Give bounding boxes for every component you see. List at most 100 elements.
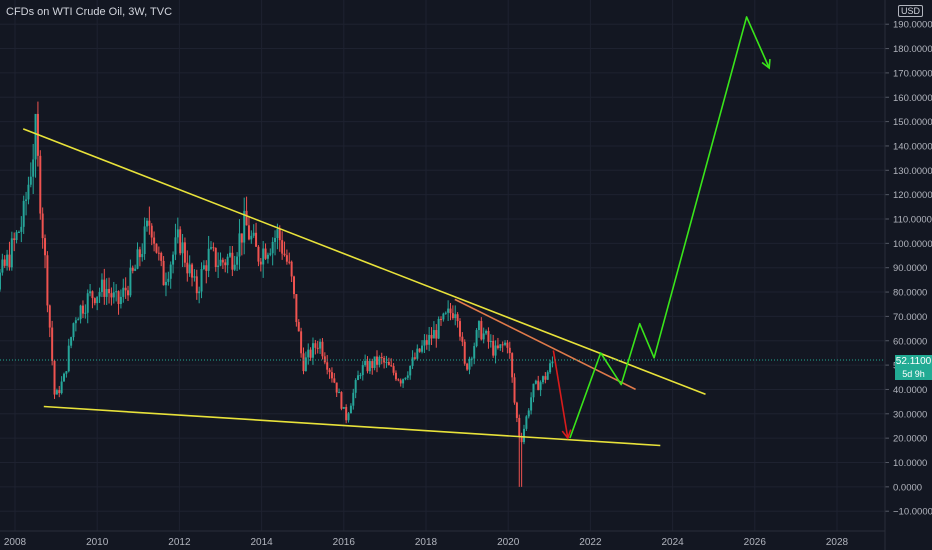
candle-body [247, 225, 250, 240]
candle-body [406, 375, 409, 378]
candle-body [501, 344, 504, 346]
x-tick-label: 2020 [497, 537, 520, 548]
y-tick-label: 190.0000 [893, 20, 932, 31]
candle-body [418, 348, 421, 352]
candle-body [143, 226, 146, 255]
candle-body [432, 330, 435, 339]
candle-body [70, 337, 73, 346]
candle-body [487, 330, 490, 342]
candle-body [546, 372, 549, 380]
candle-body [295, 294, 298, 323]
candle-body [285, 255, 288, 262]
candle-body [207, 248, 210, 271]
candle-body [119, 296, 122, 305]
x-tick-label: 2010 [86, 537, 109, 548]
candle-body [136, 249, 139, 269]
y-tick-label: 140.0000 [893, 141, 932, 152]
time-axis[interactable]: 2008 2010 2012 2014 2016 2018 2020 2022 2024 2026… [0, 530, 885, 548]
candle-body [411, 357, 414, 366]
candle-body [108, 288, 111, 294]
y-tick-label: 100.0000 [893, 239, 932, 250]
candle-body [264, 248, 267, 259]
candle-body [105, 288, 108, 297]
green-projection-arrowhead-icon [761, 58, 771, 70]
candle-body [86, 293, 89, 313]
candle-body [176, 229, 179, 238]
y-tick-label: 30.0000 [893, 409, 927, 420]
candle-body [96, 296, 99, 304]
candle-body [549, 363, 552, 373]
candle-body [257, 246, 260, 262]
price-axis[interactable]: −10.0000 0.0000 10.0000 20.0000 30.0000 40.00… [884, 0, 932, 550]
candle-body [506, 342, 509, 348]
candle-body [366, 360, 369, 372]
candle-body [238, 233, 241, 257]
candle-body [520, 436, 523, 443]
candle-body [387, 361, 390, 366]
candle-body [278, 229, 281, 241]
grid-lines [0, 0, 885, 531]
y-tick-label: 10.0000 [893, 458, 927, 469]
candle-body [89, 291, 92, 294]
candle-body [309, 349, 312, 358]
x-tick-label: 2012 [168, 537, 191, 548]
y-tick-label: 160.0000 [893, 93, 932, 104]
candle-body [338, 392, 341, 394]
candle-body [335, 382, 338, 393]
candle-body [231, 252, 234, 270]
candle-body [255, 232, 258, 247]
candle-body [345, 406, 348, 421]
candle-body [93, 298, 96, 304]
candle-body [219, 259, 222, 266]
candle-body [326, 362, 329, 370]
drawing-annotations[interactable] [22, 16, 771, 447]
candle-body [6, 254, 9, 266]
candle-body [271, 241, 274, 254]
candle-body [8, 254, 11, 268]
y-tick-label: 170.0000 [893, 68, 932, 79]
candle-body [191, 264, 194, 278]
candle-body [451, 313, 454, 319]
candle-body [485, 330, 488, 334]
candle-body [300, 331, 303, 354]
candle-body [371, 361, 374, 368]
y-tick-label: −10.0000 [893, 507, 932, 518]
green-projection[interactable] [569, 16, 770, 439]
candle-body [162, 260, 165, 286]
candle-body [458, 321, 461, 337]
candle-body [103, 279, 106, 297]
current-price-label: 52.1100 [895, 355, 932, 368]
candle-body [0, 272, 1, 290]
candle-series [0, 101, 554, 487]
candle-body [186, 262, 189, 274]
candle-body [200, 269, 203, 292]
candle-body [179, 229, 182, 254]
candle-body [513, 377, 516, 403]
y-tick-label: 0.0000 [893, 482, 922, 493]
orange-trendline[interactable] [454, 298, 636, 391]
candle-body [340, 392, 343, 409]
candle-body [530, 397, 533, 411]
candle-body [129, 267, 132, 296]
candle-body [55, 390, 58, 395]
currency-badge[interactable]: USD [898, 5, 924, 17]
candle-body [148, 220, 151, 226]
candle-body [416, 348, 419, 359]
chart-title: CFDs on WTI Crude Oil, 3W, TVC [6, 6, 173, 18]
red-projection[interactable] [552, 350, 569, 439]
candle-body [354, 380, 357, 393]
upper-trendline[interactable] [22, 128, 706, 396]
candle-body [157, 252, 160, 254]
candle-body [210, 247, 213, 249]
x-tick-label: 2026 [744, 537, 767, 548]
candle-body [290, 261, 293, 277]
lower-trendline[interactable] [43, 405, 661, 447]
candle-body [25, 199, 28, 201]
candle-body [150, 225, 153, 238]
candle-body [328, 369, 331, 373]
candle-body [473, 346, 476, 359]
candle-body [169, 264, 172, 279]
candle-body [276, 229, 279, 239]
candle-body [115, 291, 118, 293]
